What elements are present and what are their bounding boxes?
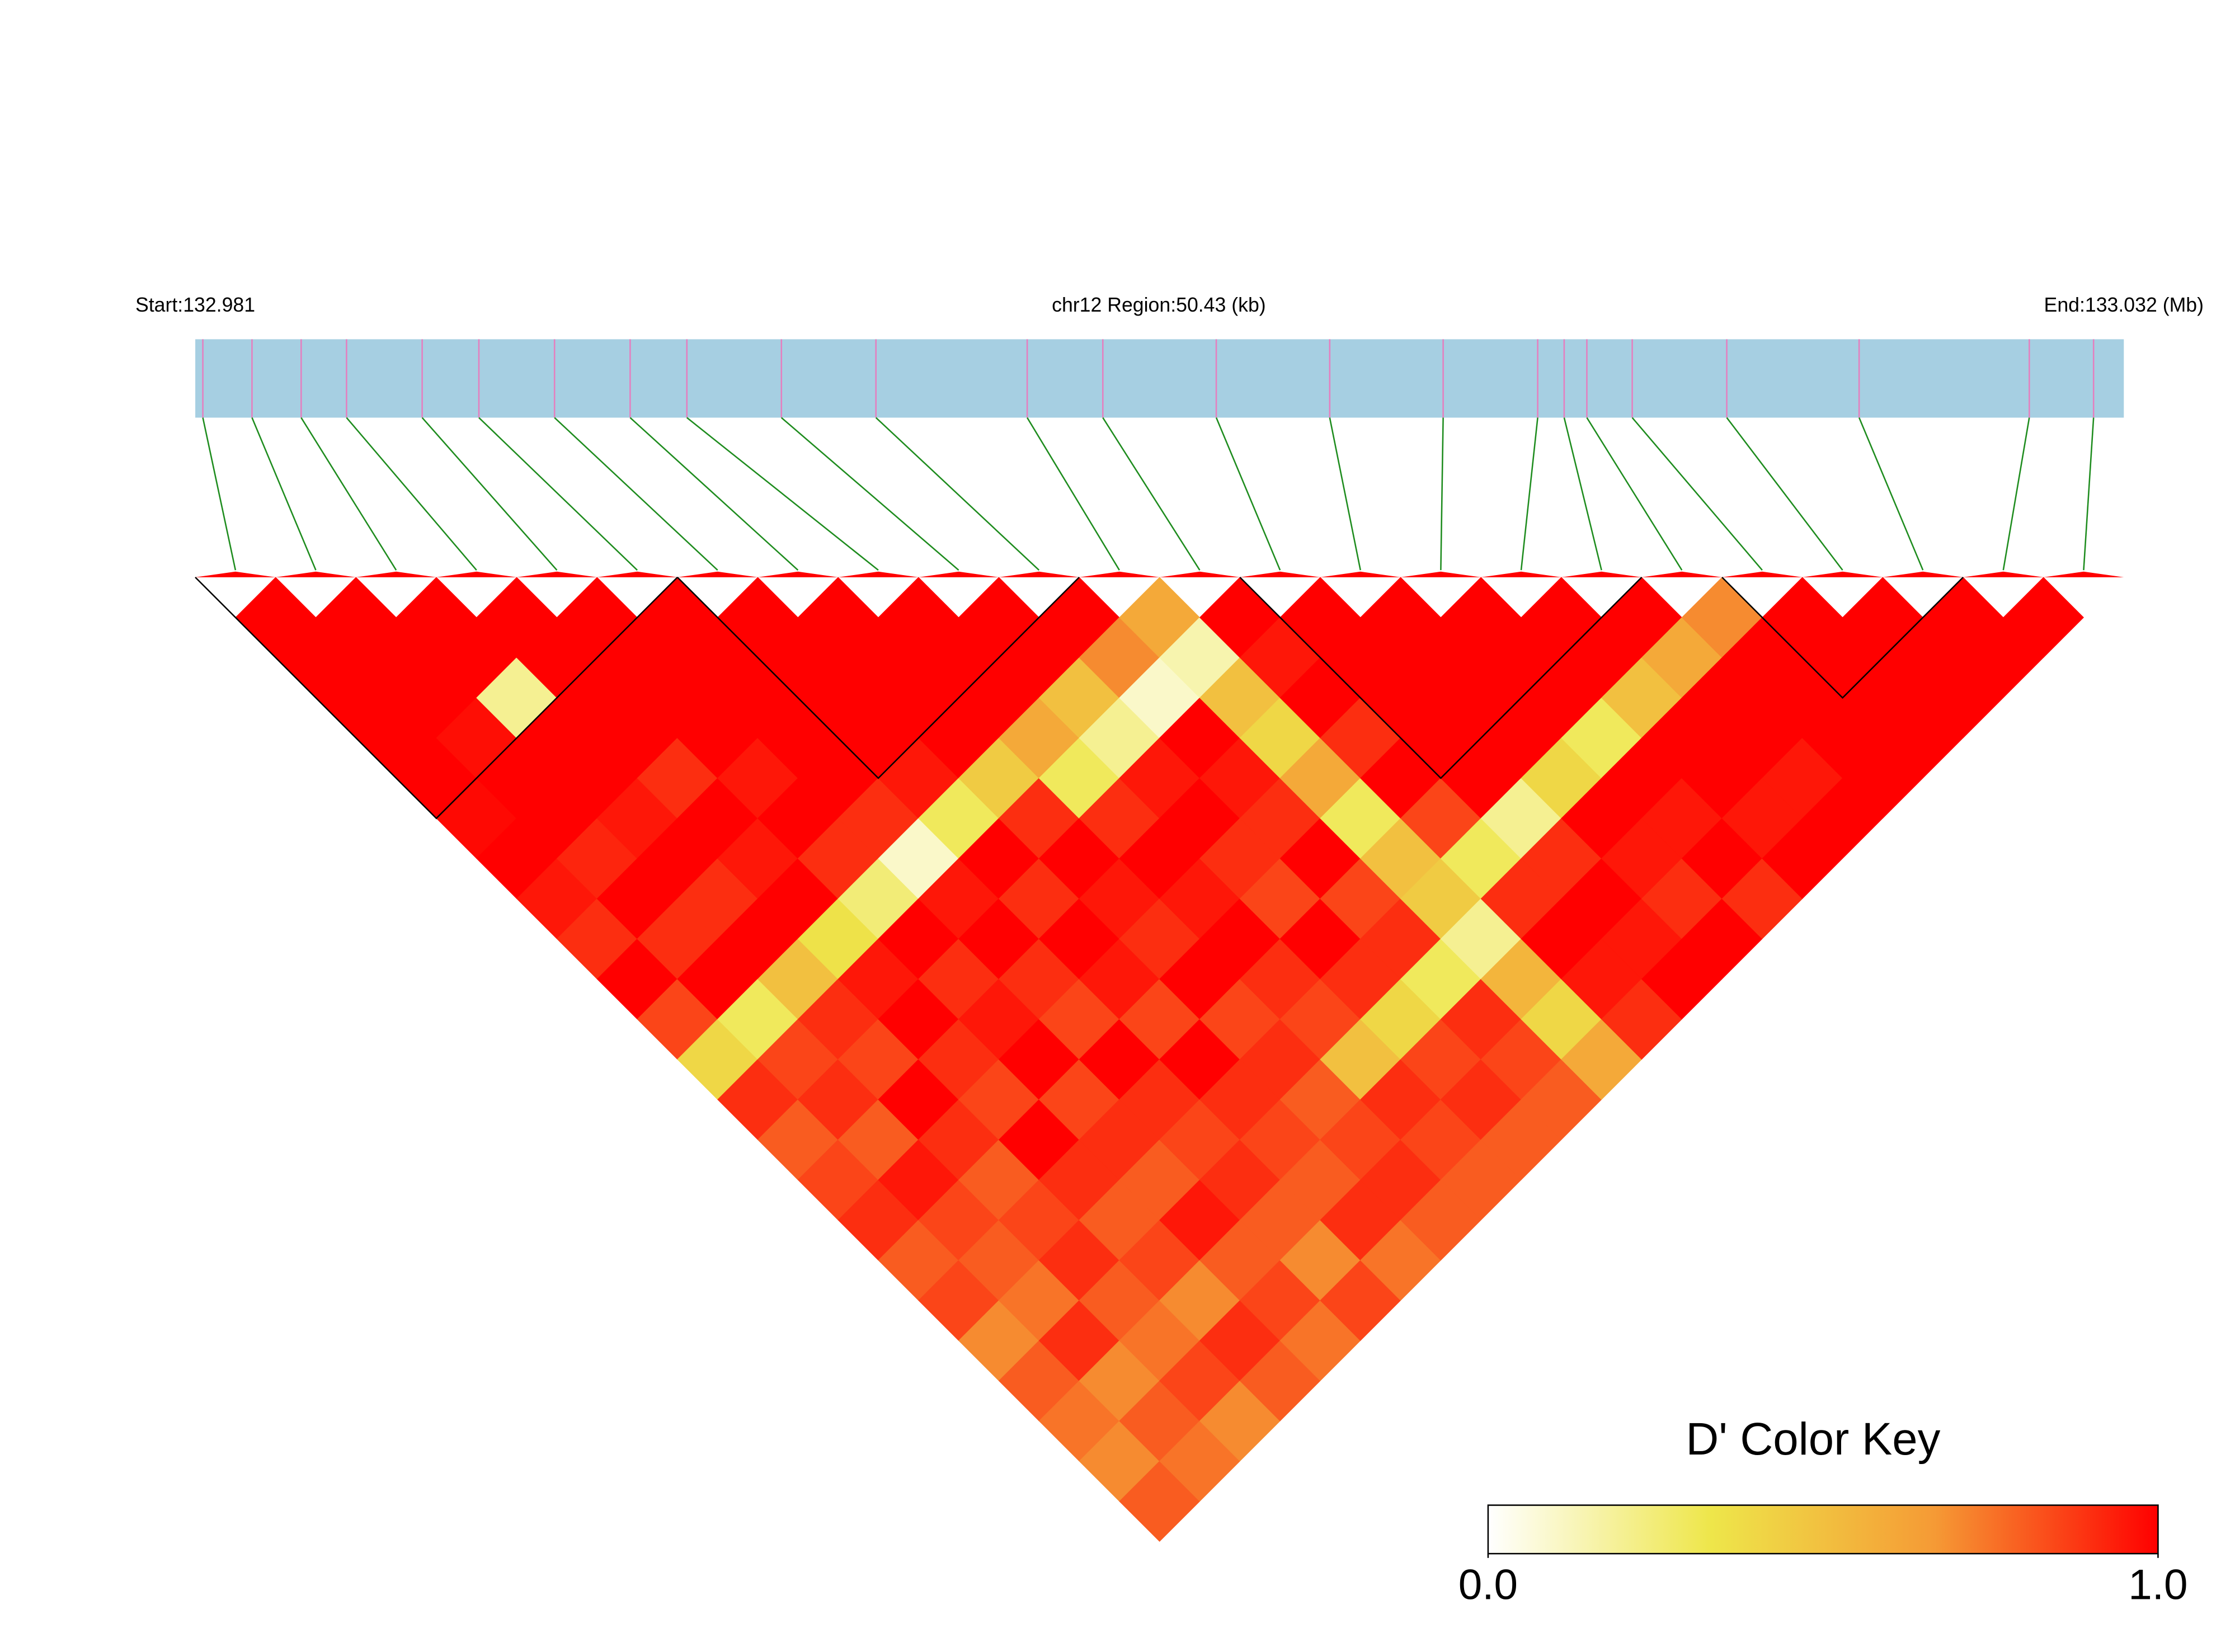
color-key-label: 1.0 — [2128, 1561, 2187, 1609]
snp-connector — [2002, 417, 2030, 571]
snp-marker — [838, 571, 919, 577]
snp-connector — [1858, 417, 1924, 571]
snp-marker — [677, 571, 758, 577]
gene-track — [195, 339, 2124, 418]
snp-marker — [275, 571, 356, 577]
snp-marker — [1159, 571, 1240, 577]
snp-connector — [478, 417, 638, 571]
snp-marker — [516, 571, 597, 577]
haplotype-block — [1239, 577, 1643, 779]
snp-marker — [1641, 571, 1723, 577]
snp-connector — [1520, 417, 1538, 571]
snp-marker — [436, 571, 517, 577]
snp-marker — [1802, 571, 1883, 577]
colorbar-title: D' Color Key — [1686, 1414, 1940, 1465]
snp-connector — [554, 417, 718, 571]
snp-connector — [1631, 417, 1763, 571]
snp-connector — [1329, 417, 1361, 571]
snp-marker — [356, 571, 436, 577]
color-key — [1487, 1504, 2159, 1555]
snp-connector — [780, 417, 959, 571]
ld-cell — [2003, 577, 2084, 658]
snp-marker — [918, 571, 999, 577]
snp-connector — [300, 417, 397, 571]
snp-marker — [1561, 571, 1642, 577]
snp-marker — [1320, 571, 1401, 577]
snp-marker — [1883, 571, 1964, 577]
snp-connector — [202, 417, 237, 571]
region-label: chr12 Region:50.43 (kb) — [1052, 294, 1266, 316]
snp-connector — [1563, 417, 1602, 571]
snp-marker — [2043, 571, 2124, 577]
snp-connector — [2083, 417, 2095, 571]
haplotype-block — [1721, 577, 1964, 699]
snp-marker — [1240, 571, 1320, 577]
snp-marker — [1722, 571, 1803, 577]
snp-marker — [757, 571, 839, 577]
snp-connector — [1026, 417, 1120, 571]
snp-marker — [1963, 571, 2044, 577]
color-key-label: 0.0 — [1458, 1561, 1518, 1609]
snp-connector — [1102, 417, 1201, 571]
snp-marker — [597, 571, 677, 577]
snp-connector — [1215, 417, 1281, 571]
snp-connector — [251, 417, 317, 571]
snp-connector — [1726, 417, 1843, 571]
snp-marker — [999, 571, 1080, 577]
snp-marker — [195, 571, 276, 577]
haplotype-block — [195, 577, 678, 820]
snp-connector — [421, 417, 558, 571]
snp-connector — [1440, 417, 1444, 571]
snp-connector — [686, 417, 879, 571]
end-label: End:133.032 (Mb) — [2044, 294, 2204, 316]
snp-connector — [875, 417, 1040, 571]
start-label: Start:132.981 — [135, 294, 255, 316]
snp-marker — [1400, 571, 1481, 577]
snp-connector — [1586, 417, 1683, 571]
snp-marker — [1079, 571, 1160, 577]
snp-connector — [629, 417, 799, 571]
snp-marker — [1481, 571, 1561, 577]
snp-connector — [346, 417, 477, 571]
haplotype-block — [676, 577, 1080, 779]
